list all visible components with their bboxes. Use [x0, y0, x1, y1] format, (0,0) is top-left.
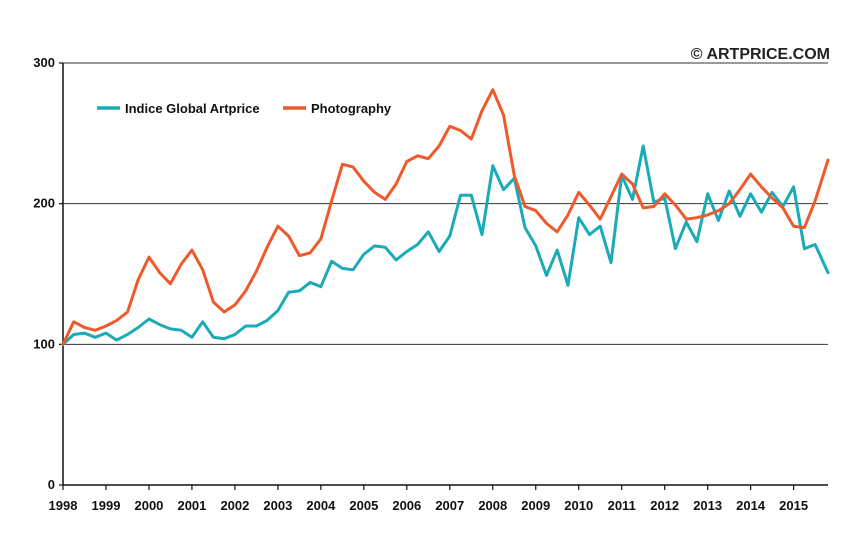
photography-line — [61, 88, 830, 346]
x-tick-label: 2001 — [177, 498, 206, 513]
indice-global-artprice-line — [61, 144, 830, 346]
x-tick-label: 2009 — [521, 498, 550, 513]
y-tick-label: 300 — [33, 55, 55, 70]
grid-lines — [62, 62, 828, 486]
x-axis-ticks: 1998 1999 2000 2001 2002 2003 2004 2005 2006 2007… — [49, 485, 808, 513]
legend-label-photography: Photography — [311, 101, 392, 116]
y-tick-label: 0 — [48, 477, 55, 492]
x-tick-label: 2015 — [779, 498, 808, 513]
x-tick-label: 2008 — [478, 498, 507, 513]
x-tick-label: 2007 — [435, 498, 464, 513]
x-tick-label: 2010 — [564, 498, 593, 513]
series-lines — [61, 88, 830, 346]
x-tick-label: 2011 — [608, 498, 636, 513]
copyright-label: © ARTPRICE.COM — [691, 46, 830, 63]
x-tick-label: 2000 — [134, 498, 163, 513]
x-tick-label: 2002 — [220, 498, 249, 513]
x-tick-label: 1999 — [92, 498, 121, 513]
x-tick-label: 2014 — [736, 498, 766, 513]
x-tick-label: 2004 — [306, 498, 336, 513]
x-tick-label: 2003 — [263, 498, 292, 513]
legend: Indice Global Artprice Photography — [97, 101, 392, 116]
y-tick-label: 100 — [33, 336, 55, 351]
y-tick-label: 200 — [33, 196, 55, 211]
x-tick-label: 2012 — [650, 498, 679, 513]
x-tick-label: 2006 — [392, 498, 421, 513]
legend-label-indice-global-artprice: Indice Global Artprice — [125, 101, 260, 116]
y-axis-ticks: 0 100 200 300 — [33, 55, 63, 492]
x-tick-label: 1998 — [49, 498, 78, 513]
x-tick-label: 2013 — [693, 498, 722, 513]
x-tick-label: 2005 — [349, 498, 378, 513]
